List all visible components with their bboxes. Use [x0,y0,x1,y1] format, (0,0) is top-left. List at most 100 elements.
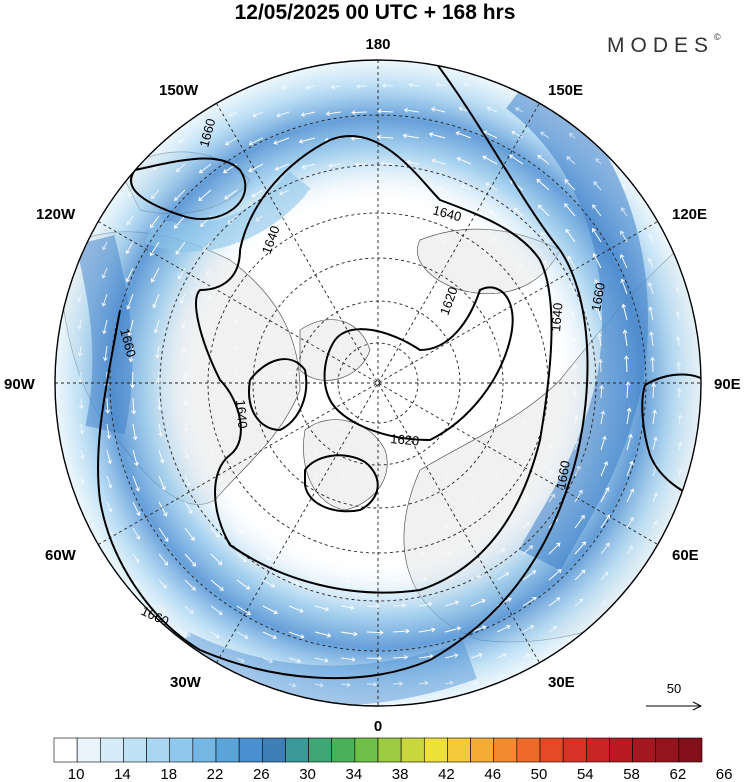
wind-arrow [522,496,528,503]
wind-arrow [181,345,187,354]
wind-arrow [540,131,550,139]
wind-arrow [338,371,344,376]
wind-arrow [418,473,423,479]
wind-arrow [444,600,460,607]
wind-arrow [312,318,317,323]
wind-arrow [338,397,344,402]
wind-arrow [495,472,500,477]
wind-arrow [514,107,524,113]
wind-arrow [260,397,266,402]
colorbar-swatch [609,737,633,763]
wind-arrow [444,525,450,530]
wind-arrow [286,397,292,402]
wind-arrow [418,576,428,582]
wind-arrow [235,449,240,454]
wind-arrow [132,527,141,540]
wind-arrow [234,423,240,429]
wind-arrow [314,605,330,612]
wind-arrow [101,267,108,279]
colorbar-tick-label: 42 [438,766,455,782]
wind-arrow [340,473,345,479]
wind-arrow [132,501,141,517]
wind-arrow [184,631,192,637]
jet-core-east [505,71,649,571]
wind-arrow [469,446,474,452]
contour-1620-center [323,286,514,442]
wind-arrow [80,475,85,485]
wind-arrow [600,487,610,503]
wind-arrow [210,579,224,591]
wind-arrow [600,600,607,607]
wind-arrow [152,293,160,309]
wind-arrow [354,162,368,167]
wind-arrow [600,435,607,451]
wind-arrow [337,291,342,297]
wind-arrow [284,240,290,245]
geopotential-contours [97,60,701,680]
wind-arrow [652,436,658,451]
wind-arrow [101,293,108,307]
wind-arrow [651,382,657,399]
wind-arrow [392,551,399,557]
wind-arrow [340,682,351,688]
colorbar-swatch [331,737,356,763]
contour-label: 1660 [553,459,573,490]
wind-arrow [235,475,240,481]
wind-arrow [389,317,394,323]
wind-arrow [102,319,108,335]
colorbar-swatch [169,737,194,763]
wind-arrow [455,131,472,139]
wind-arrow [312,371,318,376]
wind-arrow [468,342,474,347]
wind-arrow [677,414,683,425]
colorbar-swatch [53,737,78,763]
wind-arrow [444,626,462,633]
colorbar-tick-label: 66 [716,766,733,782]
wind-arrow [314,682,324,688]
wind-arrow [335,213,342,219]
wind-arrow [288,553,296,558]
wind-arrow [248,163,264,173]
wind-arrow [366,473,371,479]
lon-label-60e: 60E [672,547,699,564]
wind-arrow [441,265,446,270]
wind-arrow [339,448,345,453]
wind-arrow [131,397,137,415]
wind-arrow [158,475,166,491]
wind-arrow [496,498,501,503]
wind-arrow [620,278,628,295]
wind-arrow [234,319,239,324]
wind-arrow [228,111,238,117]
wind-arrow [547,444,553,451]
contour-label: 1640 [548,302,565,332]
brand-logo: MODES© [607,32,721,58]
wind-arrow [392,499,397,505]
wind-arrow [337,265,342,271]
wind-arrow [311,240,316,245]
wind-arrow [443,473,449,478]
wind-arrow [158,553,169,566]
wind-arrow [286,345,292,350]
wind-arrow [494,316,499,321]
wind-arrow [236,657,245,663]
reference-vector-label: 50 [667,681,681,696]
wind-arrow [183,423,189,433]
wind-arrow [156,371,161,385]
wind-arrow [339,422,344,427]
wind-arrow [415,291,420,297]
wind-arrow [325,111,342,117]
colorbar-swatch [470,737,495,763]
colorbar-swatch [76,737,101,763]
wind-arrow [485,182,498,191]
wind-arrow [648,234,654,243]
wind-arrow [436,185,446,191]
wind-arrow [149,215,160,229]
wind-arrow [106,501,113,513]
wind-arrow [262,631,277,640]
wind-arrow [520,315,525,321]
wind-arrow [518,262,524,269]
colorbar-swatch [308,737,333,763]
wind-arrow [184,553,197,567]
wind-arrow [377,108,394,114]
wind-arrow [537,204,550,217]
